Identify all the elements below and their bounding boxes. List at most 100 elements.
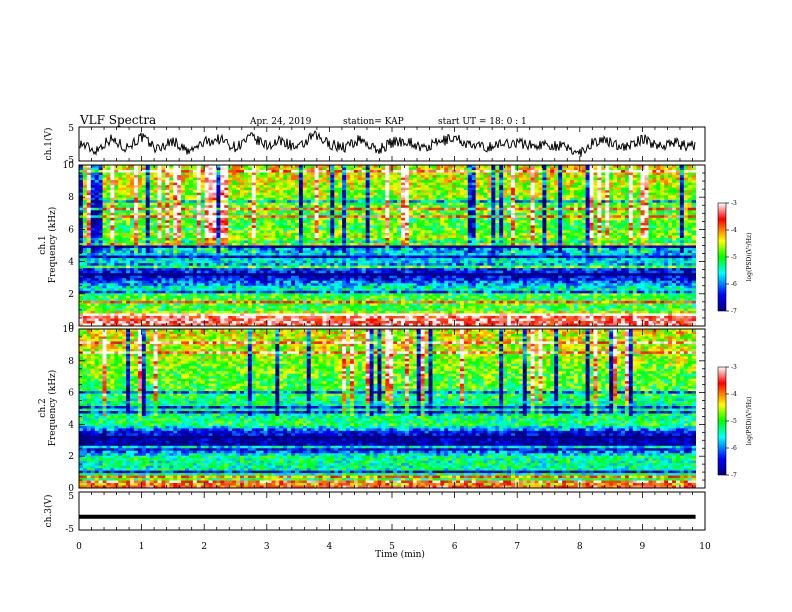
spectrogram-cell [275,256,279,259]
spectrogram-cell [366,311,370,314]
spectrogram-cell [358,203,362,206]
spectrogram-cell [224,243,228,246]
spectrogram-cell [201,195,205,198]
spectrogram-cell [216,301,220,304]
spectrogram-cell [118,210,122,213]
spectrogram-cell [134,200,138,203]
spectrogram-cell [334,230,338,233]
spectrogram-cell [303,311,307,314]
spectrogram-cell [103,168,107,171]
spectrogram-cell [201,263,205,266]
spectrogram-cell [244,286,248,289]
spectrogram-cell [216,246,220,249]
spectrogram-cell [146,188,150,191]
spectrogram-cell [146,281,150,284]
spectrogram-cell [87,271,91,274]
spectrogram-cell [370,183,374,186]
spectrogram-cell [95,261,99,264]
spectrogram-cell [244,223,248,226]
spectrogram-cell [377,190,381,193]
spectrogram-cell [232,170,236,173]
spectrogram-cell [122,203,126,206]
spectrogram-cell [146,298,150,301]
spectrogram-cell [201,268,205,271]
spectrogram-cell [370,248,374,251]
spectrogram-cell [146,251,150,254]
spectrogram-cell [118,288,122,291]
spectrogram-cell [87,230,91,233]
spectrogram-cell [205,238,209,241]
spectrogram-cell [173,248,177,251]
spectrogram-cell [181,178,185,181]
spectrogram-cell [287,308,291,311]
spectrogram-cell [366,248,370,251]
spectrogram-cell [252,215,256,218]
spectrogram-cell [303,178,307,181]
spectrogram-cell [228,230,232,233]
spectrogram-cell [118,190,122,193]
spectrogram-cell [358,251,362,254]
spectrogram-cell [260,223,264,226]
spectrogram-cell [264,193,268,196]
spectrogram-cell [334,210,338,213]
spectrogram-cell [271,288,275,291]
spectrogram-cell [118,248,122,251]
spectrogram-cell [114,273,118,276]
spectrogram-cell [279,233,283,236]
spectrogram-cell [106,243,110,246]
spectrogram-cell [138,261,142,264]
spectrogram-cell [146,240,150,243]
spectrogram-cell [248,248,252,251]
spectrogram-cell [287,203,291,206]
spectrogram-cell [189,281,193,284]
spectrogram-cell [326,306,330,309]
spectrogram-cell [275,193,279,196]
spectrogram-cell [279,248,283,251]
spectrogram-cell [118,233,122,236]
spectrogram-cell [264,173,268,176]
spectrogram-cell [205,293,209,296]
spectrogram-cell [169,223,173,226]
spectrogram-cell [228,223,232,226]
spectrogram-cell [161,301,165,304]
spectrogram-cell [362,235,366,238]
spectrogram-cell [271,238,275,241]
spectrogram-cell [268,263,272,266]
spectrogram-cell [244,321,248,324]
spectrogram-cell [326,225,330,228]
spectrogram-cell [142,203,146,206]
spectrogram-cell [130,188,134,191]
spectrogram-cell [142,283,146,286]
spectrogram-cell [161,173,165,176]
spectrogram-cell [256,303,260,306]
spectrogram-cell [338,276,342,279]
spectrogram-cell [240,253,244,256]
spectrogram-cell [346,215,350,218]
spectrogram-cell [268,253,272,256]
spectrogram-cell [271,313,275,316]
spectrogram-cell [256,291,260,294]
spectrogram-cell [346,246,350,249]
spectrogram-cell [342,248,346,251]
spectrogram-cell [142,215,146,218]
spectrogram-cell [106,173,110,176]
spectrogram-cell [244,246,248,249]
spectrogram-cell [362,263,366,266]
spectrogram-cell [374,208,378,211]
spectrogram-cell [181,233,185,236]
spectrogram-cell [91,306,95,309]
spectrogram-cell [271,273,275,276]
spectrogram-cell [275,238,279,241]
spectrogram-cell [307,170,311,173]
spectrogram-cell [158,246,162,249]
spectrogram-cell [256,223,260,226]
spectrogram-cell [193,266,197,269]
spectrogram-cell [126,238,130,241]
spectrogram-cell [323,316,327,319]
spectrogram-cell [213,220,217,223]
spectrogram-cell [126,308,130,311]
spectrogram-cell [205,288,209,291]
spectrogram-cell [197,308,201,311]
spectrogram-cell [224,193,228,196]
spectrogram-cell [138,303,142,306]
